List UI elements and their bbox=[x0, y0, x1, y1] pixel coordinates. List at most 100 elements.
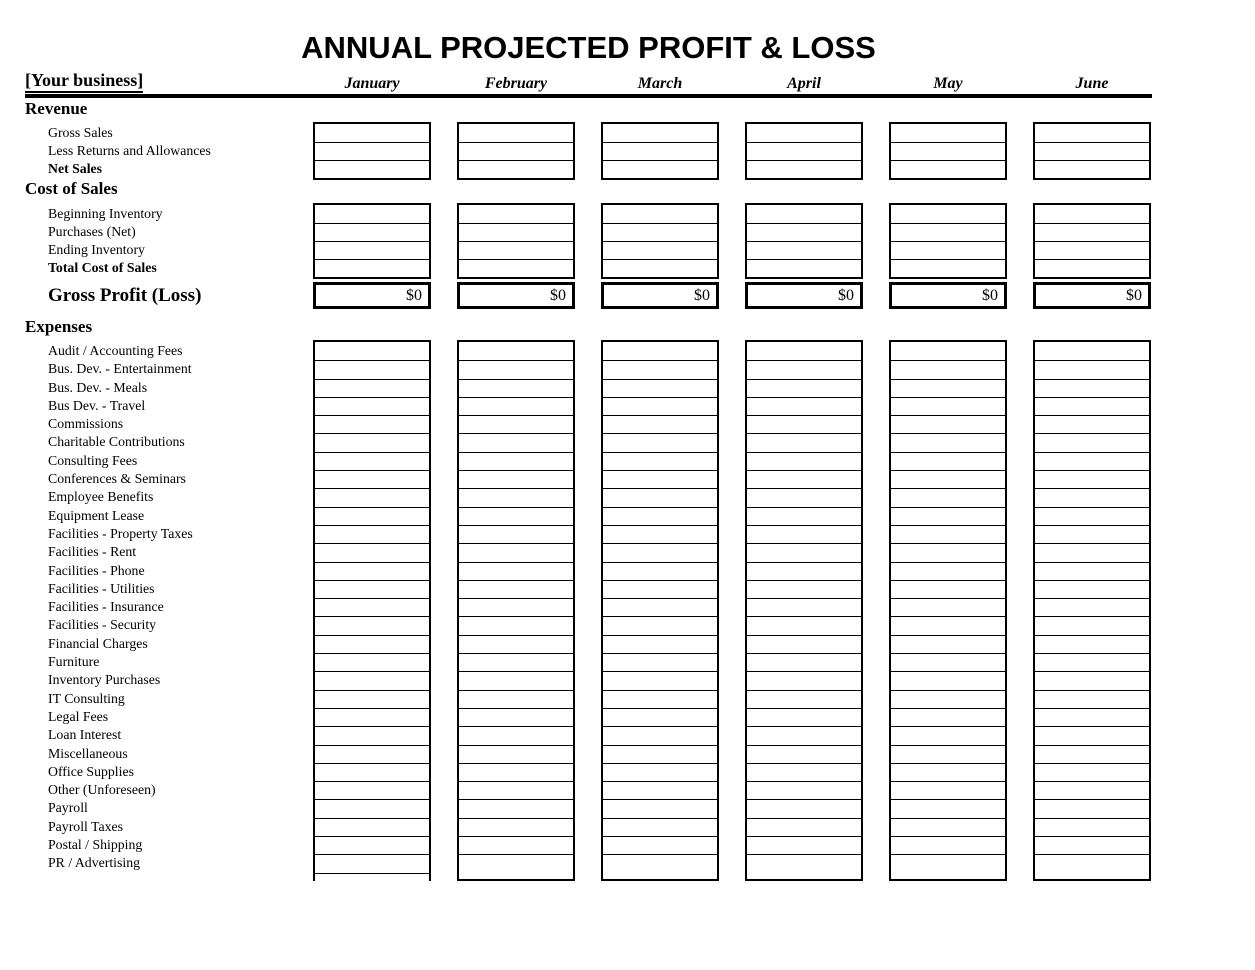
cell-input[interactable] bbox=[603, 671, 717, 689]
cell-input[interactable] bbox=[315, 142, 429, 160]
cell-input[interactable] bbox=[459, 836, 573, 854]
cell-input[interactable] bbox=[459, 241, 573, 259]
cell-input[interactable] bbox=[747, 223, 861, 241]
cell-input[interactable] bbox=[603, 470, 717, 488]
cell-input[interactable] bbox=[1035, 205, 1149, 223]
cell-input[interactable] bbox=[1035, 142, 1149, 160]
cell-input[interactable] bbox=[891, 241, 1005, 259]
cell-input[interactable] bbox=[747, 854, 861, 872]
cell-input[interactable] bbox=[459, 707, 573, 726]
cell-input[interactable] bbox=[1035, 396, 1149, 415]
cell-input[interactable] bbox=[1035, 817, 1149, 836]
cell-input[interactable] bbox=[747, 259, 861, 277]
cell-input[interactable] bbox=[315, 241, 429, 259]
cell-input[interactable] bbox=[1035, 360, 1149, 378]
cell-input[interactable] bbox=[315, 561, 429, 580]
cell-input[interactable] bbox=[459, 689, 573, 708]
cell-input[interactable] bbox=[459, 415, 573, 433]
cell-input[interactable] bbox=[603, 506, 717, 525]
cell-input[interactable] bbox=[459, 653, 573, 671]
cell-input-partial[interactable] bbox=[315, 872, 429, 881]
cell-input[interactable] bbox=[747, 671, 861, 689]
cell-input[interactable] bbox=[603, 598, 717, 616]
cell-input[interactable] bbox=[603, 160, 717, 178]
cell-input[interactable] bbox=[1035, 241, 1149, 259]
cell-input[interactable] bbox=[459, 433, 573, 451]
cell-input[interactable] bbox=[315, 781, 429, 799]
cell-input[interactable] bbox=[459, 142, 573, 160]
cell-input[interactable] bbox=[891, 561, 1005, 580]
cell-input[interactable] bbox=[459, 744, 573, 763]
gross-profit-value[interactable]: $0 bbox=[601, 282, 719, 309]
cell-input[interactable] bbox=[315, 223, 429, 241]
cell-input[interactable] bbox=[459, 671, 573, 689]
cell-input[interactable] bbox=[603, 836, 717, 854]
cell-input[interactable] bbox=[891, 470, 1005, 488]
cell-input[interactable] bbox=[891, 653, 1005, 671]
cell-input[interactable] bbox=[603, 781, 717, 799]
cell-input[interactable] bbox=[891, 524, 1005, 543]
cell-input[interactable] bbox=[747, 579, 861, 598]
cell-input[interactable] bbox=[603, 451, 717, 470]
cell-input[interactable] bbox=[459, 259, 573, 277]
cell-input[interactable] bbox=[1035, 707, 1149, 726]
cell-input[interactable] bbox=[1035, 223, 1149, 241]
cell-input[interactable] bbox=[459, 160, 573, 178]
cell-input[interactable] bbox=[315, 616, 429, 634]
cell-input[interactable] bbox=[603, 241, 717, 259]
cell-input[interactable] bbox=[747, 506, 861, 525]
cell-input[interactable] bbox=[891, 799, 1005, 817]
cell-input[interactable] bbox=[891, 124, 1005, 142]
cell-input[interactable] bbox=[1035, 616, 1149, 634]
cell-input[interactable] bbox=[1035, 744, 1149, 763]
cell-input[interactable] bbox=[459, 634, 573, 653]
cell-input[interactable] bbox=[747, 470, 861, 488]
gross-profit-value[interactable]: $0 bbox=[745, 282, 863, 309]
cell-input[interactable] bbox=[1035, 781, 1149, 799]
cell-input[interactable] bbox=[1035, 762, 1149, 781]
cell-input[interactable] bbox=[1035, 653, 1149, 671]
cell-input[interactable] bbox=[603, 524, 717, 543]
cell-input[interactable] bbox=[459, 378, 573, 397]
cell-input[interactable] bbox=[315, 470, 429, 488]
cell-input[interactable] bbox=[891, 160, 1005, 178]
cell-input[interactable] bbox=[747, 488, 861, 506]
cell-input[interactable] bbox=[459, 726, 573, 744]
cell-input[interactable] bbox=[891, 506, 1005, 525]
cell-input[interactable] bbox=[747, 799, 861, 817]
cell-input[interactable] bbox=[747, 653, 861, 671]
cell-input[interactable] bbox=[747, 744, 861, 763]
cell-input[interactable] bbox=[459, 470, 573, 488]
cell-input[interactable] bbox=[1035, 799, 1149, 817]
cell-input[interactable] bbox=[603, 415, 717, 433]
cell-input[interactable] bbox=[603, 707, 717, 726]
cell-input[interactable] bbox=[459, 762, 573, 781]
cell-input[interactable] bbox=[459, 342, 573, 360]
cell-input[interactable] bbox=[1035, 836, 1149, 854]
cell-input[interactable] bbox=[747, 451, 861, 470]
cell-input[interactable] bbox=[1035, 433, 1149, 451]
cell-input[interactable] bbox=[603, 433, 717, 451]
cell-input[interactable] bbox=[315, 854, 429, 872]
cell-input[interactable] bbox=[603, 579, 717, 598]
cell-input[interactable] bbox=[747, 160, 861, 178]
cell-input[interactable] bbox=[603, 205, 717, 223]
cell-input[interactable] bbox=[603, 543, 717, 561]
cell-input[interactable] bbox=[603, 817, 717, 836]
cell-input[interactable] bbox=[1035, 543, 1149, 561]
gross-profit-value[interactable]: $0 bbox=[889, 282, 1007, 309]
cell-input[interactable] bbox=[1035, 689, 1149, 708]
cell-input[interactable] bbox=[891, 744, 1005, 763]
cell-input[interactable] bbox=[891, 223, 1005, 241]
cell-input[interactable] bbox=[459, 451, 573, 470]
cell-input[interactable] bbox=[1035, 634, 1149, 653]
cell-input[interactable] bbox=[315, 634, 429, 653]
cell-input[interactable] bbox=[315, 579, 429, 598]
cell-input[interactable] bbox=[459, 506, 573, 525]
cell-input[interactable] bbox=[747, 616, 861, 634]
cell-input[interactable] bbox=[315, 726, 429, 744]
cell-input[interactable] bbox=[459, 396, 573, 415]
cell-input[interactable] bbox=[1035, 488, 1149, 506]
cell-input[interactable] bbox=[1035, 561, 1149, 580]
cell-input[interactable] bbox=[1035, 506, 1149, 525]
